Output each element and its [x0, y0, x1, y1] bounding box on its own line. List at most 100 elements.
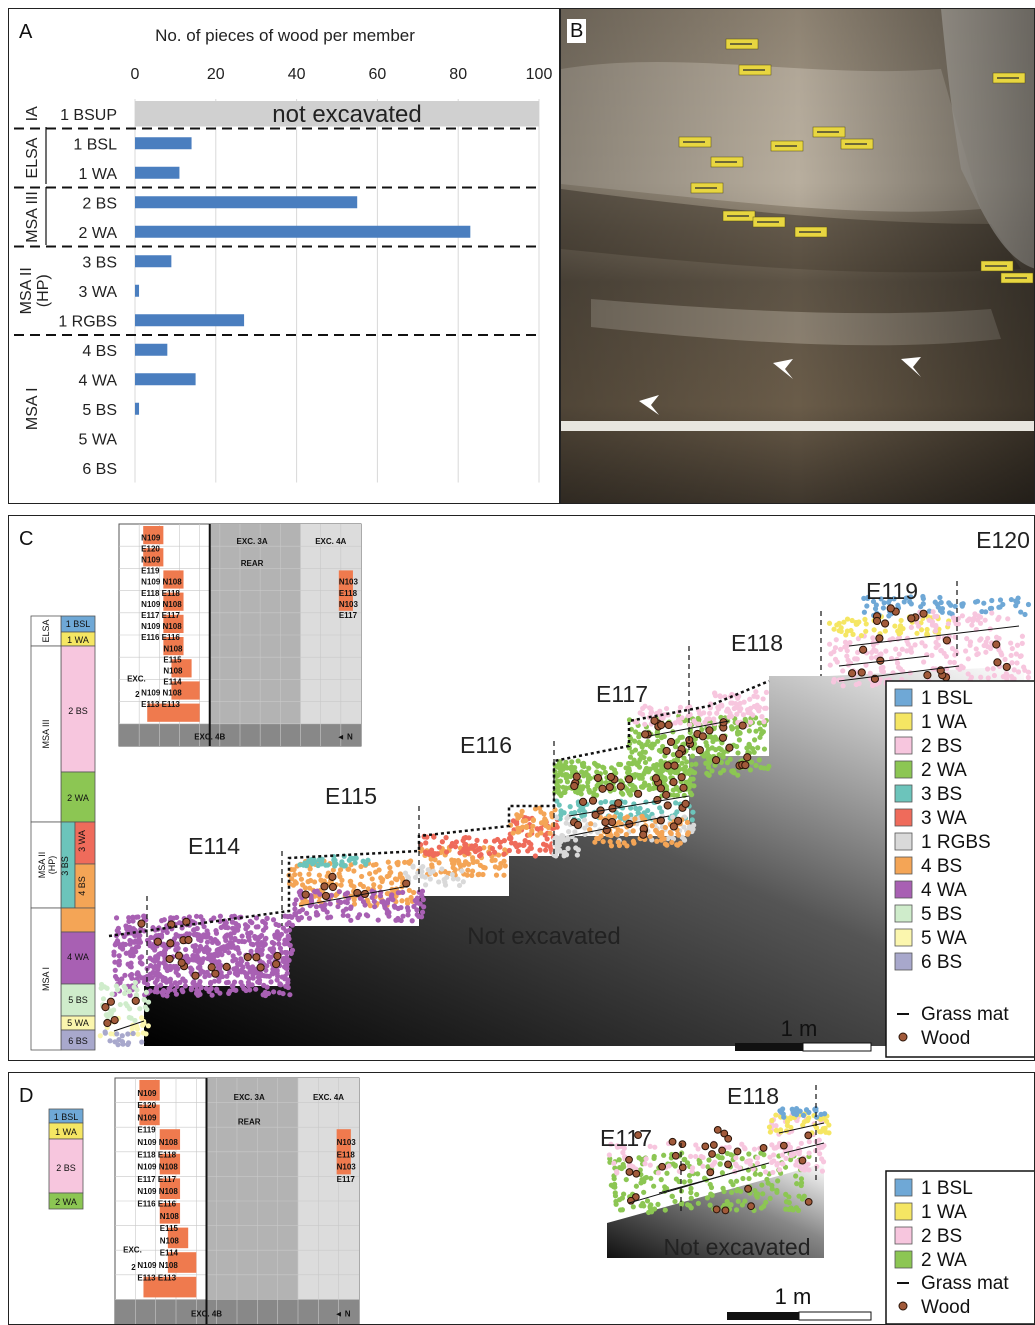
section-point: [933, 639, 939, 646]
section-point: [773, 1127, 779, 1133]
section-point: [870, 598, 877, 605]
inset-excavated-square: [163, 637, 184, 656]
section-point: [540, 841, 547, 847]
section-point: [707, 1202, 713, 1208]
section-point: [167, 987, 173, 993]
section-point: [607, 838, 613, 845]
section-point: [635, 810, 641, 816]
grass-mat-line: [783, 1142, 825, 1154]
section-point: [132, 979, 138, 986]
section-point: [555, 783, 561, 789]
inset-cell-label: N109 N108: [141, 622, 182, 631]
wood-marker: [624, 775, 634, 784]
section-point: [123, 923, 129, 929]
section-point: [259, 947, 265, 953]
section-point: [406, 860, 413, 866]
section-point: [773, 1145, 779, 1151]
section-point: [763, 1199, 769, 1205]
section-point: [919, 640, 925, 646]
section-point: [622, 799, 628, 805]
section-point: [556, 802, 562, 808]
section-point: [770, 1169, 776, 1176]
wood-marker: [657, 720, 666, 730]
wood-marker: [725, 743, 734, 752]
strat-member-box: [60, 907, 96, 933]
legend-label: 4 WA: [921, 880, 967, 901]
section-point: [657, 708, 663, 714]
grass-mat-line: [838, 655, 930, 667]
wood-marker: [675, 749, 684, 759]
wood-marker: [681, 799, 690, 808]
section-point: [687, 1178, 693, 1184]
section-point: [249, 920, 255, 926]
section-point: [217, 913, 223, 919]
section-point: [501, 838, 508, 844]
section-point: [453, 839, 460, 845]
section-point: [836, 677, 842, 683]
section-point: [689, 761, 695, 768]
section-point: [690, 809, 696, 815]
section-point: [908, 624, 914, 630]
section-point: [1008, 596, 1014, 603]
section-point: [277, 981, 283, 988]
section-point: [878, 651, 884, 657]
section-point: [104, 985, 110, 991]
section-point: [816, 1145, 823, 1151]
section-point: [436, 860, 442, 866]
section-point: [1005, 616, 1011, 622]
bar: [135, 196, 358, 209]
section-point: [640, 1200, 646, 1207]
section-point: [1009, 660, 1015, 666]
section-point: [250, 942, 256, 948]
section-point: [449, 840, 455, 847]
legend-swatch: [894, 1250, 913, 1269]
section-point: [630, 1204, 636, 1210]
grass-mat-line: [113, 1020, 145, 1032]
section-point: [1004, 672, 1010, 678]
bar: [135, 314, 245, 327]
section-point: [1011, 676, 1017, 682]
section-point: [717, 693, 723, 699]
section-point: [793, 1173, 799, 1179]
section-point: [767, 1129, 773, 1135]
wood-marker: [625, 1155, 633, 1164]
section-point: [557, 848, 563, 854]
section-point: [695, 1146, 701, 1152]
wood-marker: [992, 640, 1001, 649]
section-point: [385, 859, 391, 865]
section-point: [463, 841, 469, 848]
wood-marker: [779, 1141, 788, 1150]
section-point: [813, 1125, 820, 1131]
section-point: [260, 927, 267, 933]
wood-marker: [252, 953, 261, 962]
strat-member-box: [48, 1192, 84, 1210]
group-label: MSA III: [24, 191, 41, 243]
section-point: [550, 822, 556, 828]
section-point: [436, 844, 442, 850]
section-point: [199, 959, 205, 966]
section-point: [342, 899, 348, 905]
section-point: [608, 1141, 614, 1147]
section-point: [1009, 645, 1015, 652]
section-point: [985, 675, 991, 681]
scale-bar-label: 1 m: [781, 1016, 818, 1041]
section-point: [391, 903, 397, 909]
section-point: [863, 662, 869, 668]
section-point: [439, 839, 445, 845]
photo-shade: [561, 9, 1034, 503]
section-point: [410, 864, 416, 870]
section-point: [735, 1198, 741, 1204]
section-point: [849, 617, 855, 624]
section-point: [869, 682, 876, 689]
section-point: [959, 603, 965, 609]
section-point: [284, 921, 290, 927]
inset-cell-label: E115: [163, 655, 182, 664]
section-point: [842, 639, 849, 645]
section-point: [991, 672, 998, 679]
section-point: [293, 897, 299, 903]
section-point: [541, 811, 547, 817]
section-point: [480, 871, 486, 878]
section-point: [243, 972, 250, 978]
section-point: [684, 831, 691, 837]
section-point: [985, 666, 991, 672]
